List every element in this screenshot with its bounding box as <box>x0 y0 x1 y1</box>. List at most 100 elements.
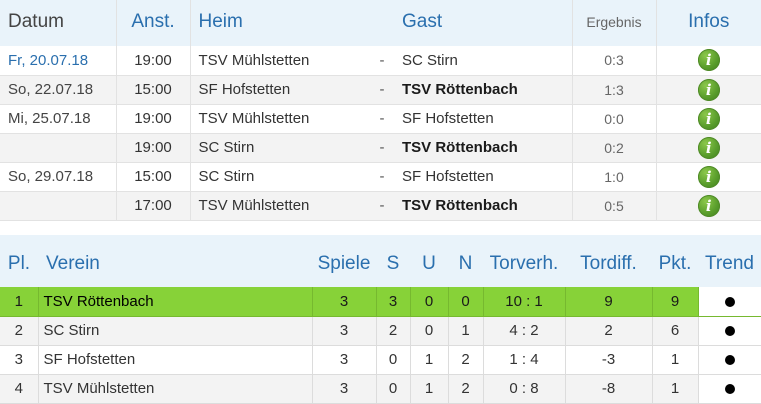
points-value: 6 <box>651 316 698 346</box>
match-separator: - <box>370 162 394 192</box>
match-result: 0:3 <box>571 46 657 76</box>
home-team[interactable]: TSV Mühlstetten <box>190 191 370 221</box>
match-separator: - <box>370 46 394 76</box>
trend-dot-icon <box>724 384 735 395</box>
trend-dot-icon <box>724 355 735 366</box>
header-games[interactable]: Spiele <box>317 253 371 274</box>
away-team[interactable]: SF Hofstetten <box>394 104 572 134</box>
match-time: 19:00 <box>115 133 191 163</box>
home-team[interactable]: TSV Mühlstetten <box>190 104 370 134</box>
match-separator: - <box>370 133 394 163</box>
away-team[interactable]: TSV Röttenbach <box>394 191 572 221</box>
home-team[interactable]: SC Stirn <box>190 133 370 163</box>
header-wins[interactable]: S <box>386 253 400 274</box>
standings-table: Pl. Verein Spiele S U N Torverh. Tordiff… <box>0 235 761 404</box>
match-info-cell: i <box>656 46 761 76</box>
header-date[interactable]: Datum <box>8 11 64 32</box>
goals-value: 0 : 8 <box>482 374 565 404</box>
match-result: 0:5 <box>571 191 657 221</box>
header-club[interactable]: Verein <box>46 253 100 274</box>
home-team[interactable]: TSV Mühlstetten <box>190 46 370 76</box>
info-icon[interactable]: i <box>697 49 720 72</box>
away-team[interactable]: SC Stirn <box>394 46 572 76</box>
goals-value: 1 : 4 <box>482 345 565 375</box>
club-name[interactable]: SF Hofstetten <box>37 345 312 375</box>
club-name[interactable]: TSV Mühlstetten <box>37 374 312 404</box>
header-place[interactable]: Pl. <box>7 253 31 274</box>
losses-value: 2 <box>447 374 483 404</box>
trend-cell <box>697 374 761 404</box>
match-time: 17:00 <box>115 191 191 221</box>
match-row: 19:00 SC Stirn - TSV Röttenbach 0:2 i <box>0 133 761 163</box>
club-name[interactable]: SC Stirn <box>37 316 312 346</box>
match-time: 15:00 <box>115 75 191 105</box>
games-value: 3 <box>311 374 376 404</box>
diff-value: -3 <box>564 345 652 375</box>
match-result: 0:0 <box>571 104 657 134</box>
match-result: 1:3 <box>571 75 657 105</box>
header-points[interactable]: Pkt. <box>658 253 692 274</box>
standings-row: 3 SF Hofstetten 3 0 1 2 1 : 4 -3 1 <box>0 345 761 375</box>
draws-value: 0 <box>409 287 448 317</box>
games-value: 3 <box>311 287 376 317</box>
header-info: Infos <box>688 11 730 32</box>
diff-value: -8 <box>564 374 652 404</box>
header-losses[interactable]: N <box>458 253 473 274</box>
place-value: 4 <box>0 374 38 404</box>
losses-value: 2 <box>447 345 483 375</box>
match-row: Fr, 20.07.18 19:00 TSV Mühlstetten - SC Stir… <box>0 46 761 76</box>
match-info-cell: i <box>656 133 761 163</box>
match-date: Mi, 25.07.18 <box>0 104 116 134</box>
header-diff[interactable]: Tordiff. <box>580 253 637 274</box>
diff-value: 2 <box>564 316 652 346</box>
match-result: 1:0 <box>571 162 657 192</box>
away-team[interactable]: SF Hofstetten <box>394 162 572 192</box>
club-name[interactable]: TSV Röttenbach <box>37 287 312 317</box>
match-info-cell: i <box>656 75 761 105</box>
info-icon[interactable]: i <box>697 165 720 188</box>
header-result[interactable]: Ergebnis <box>571 0 657 46</box>
header-draws[interactable]: U <box>422 253 436 274</box>
draws-value: 1 <box>409 345 448 375</box>
match-row: Mi, 25.07.18 19:00 TSV Mühlstetten - SF Hofs… <box>0 104 761 134</box>
info-icon[interactable]: i <box>697 136 720 159</box>
games-value: 3 <box>311 316 376 346</box>
wins-value: 2 <box>375 316 410 346</box>
standings-row: 4 TSV Mühlstetten 3 0 1 2 0 : 8 -8 1 <box>0 374 761 404</box>
away-team[interactable]: TSV Röttenbach <box>394 133 572 163</box>
place-value: 2 <box>0 316 38 346</box>
home-team[interactable]: SC Stirn <box>190 162 370 192</box>
points-value: 9 <box>651 287 698 317</box>
header-home[interactable]: Heim <box>198 11 243 32</box>
points-value: 1 <box>651 345 698 375</box>
draws-value: 0 <box>409 316 448 346</box>
header-away[interactable]: Gast <box>402 11 443 32</box>
match-separator: - <box>370 191 394 221</box>
points-value: 1 <box>651 374 698 404</box>
trend-dot-icon <box>724 326 735 337</box>
match-date <box>0 133 116 163</box>
home-team[interactable]: SF Hofstetten <box>190 75 370 105</box>
header-goals[interactable]: Torverh. <box>489 253 559 274</box>
match-separator: - <box>370 75 394 105</box>
wins-value: 3 <box>375 287 410 317</box>
match-date: So, 22.07.18 <box>0 75 116 105</box>
away-team[interactable]: TSV Röttenbach <box>394 75 572 105</box>
match-row: So, 22.07.18 15:00 SF Hofstetten - TSV Rötte… <box>0 75 761 105</box>
header-separator <box>370 0 394 46</box>
standings-header-row: Pl. Verein Spiele S U N Torverh. Tordiff… <box>0 235 761 287</box>
games-value: 3 <box>311 345 376 375</box>
match-separator: - <box>370 104 394 134</box>
info-icon[interactable]: i <box>697 78 720 101</box>
match-time: 19:00 <box>115 104 191 134</box>
wins-value: 0 <box>375 345 410 375</box>
draws-value: 1 <box>409 374 448 404</box>
info-icon[interactable]: i <box>697 107 720 130</box>
header-time[interactable]: Anst. <box>115 0 191 46</box>
info-icon[interactable]: i <box>697 194 720 217</box>
place-value: 3 <box>0 345 38 375</box>
losses-value: 1 <box>447 316 483 346</box>
goals-value: 4 : 2 <box>482 316 565 346</box>
